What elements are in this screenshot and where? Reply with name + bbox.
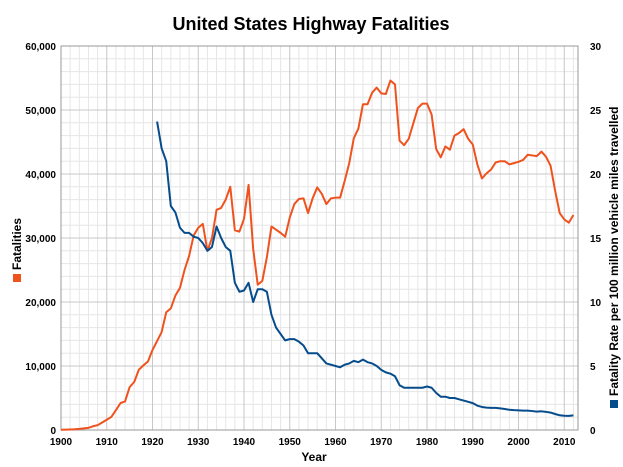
x-tick-label: 1990 bbox=[462, 437, 485, 448]
y-left-tick-label: 50,000 bbox=[25, 106, 56, 117]
fatality-rate-series-line bbox=[156, 121, 574, 417]
y-right-tick-label: 0 bbox=[590, 426, 596, 437]
x-tick-label: 2000 bbox=[507, 437, 530, 448]
x-tick-label: 2010 bbox=[553, 437, 576, 448]
y-left-tick-label: 40,000 bbox=[25, 170, 56, 181]
y-axis-left-label-group: Fatalities bbox=[10, 218, 24, 282]
x-tick-label: 1920 bbox=[141, 437, 164, 448]
y-right-tick-label: 15 bbox=[590, 234, 602, 245]
grid bbox=[60, 45, 578, 431]
y-left-tick-label: 20,000 bbox=[25, 298, 56, 309]
tick-labels: 1900 1910 1920 1930 1940 1950 1960 1970 1980 1990… bbox=[25, 42, 601, 448]
plot-area bbox=[60, 45, 579, 431]
y-left-tick-label: 10,000 bbox=[25, 362, 56, 373]
y-left-tick-label: 0 bbox=[50, 426, 56, 437]
y-left-tick-label: 30,000 bbox=[25, 234, 56, 245]
x-tick-label: 1980 bbox=[416, 437, 439, 448]
series-layer bbox=[60, 79, 575, 431]
x-tick-label: 1910 bbox=[96, 437, 119, 448]
y-right-tick-label: 20 bbox=[590, 170, 602, 181]
x-tick-label: 1970 bbox=[370, 437, 393, 448]
chart-title: United States Highway Fatalities bbox=[172, 14, 449, 34]
x-tick-label: 1940 bbox=[233, 437, 256, 448]
rate-legend-swatch bbox=[610, 400, 618, 408]
x-tick-label: 1950 bbox=[279, 437, 302, 448]
y-right-tick-label: 25 bbox=[590, 106, 602, 117]
fatalities-legend-swatch bbox=[13, 274, 21, 282]
x-axis-label: Year bbox=[301, 450, 327, 464]
y-axis-left-label: Fatalities bbox=[10, 218, 24, 270]
x-tick-label: 1930 bbox=[187, 437, 210, 448]
y-right-tick-label: 5 bbox=[590, 362, 596, 373]
fatalities-series-line bbox=[60, 79, 575, 431]
y-left-tick-label: 60,000 bbox=[25, 42, 56, 53]
y-right-tick-label: 30 bbox=[590, 42, 602, 53]
x-tick-label: 1960 bbox=[324, 437, 347, 448]
y-right-tick-label: 10 bbox=[590, 298, 602, 309]
y-axis-right-label: Fatality Rate per 100 million vehicle mi… bbox=[607, 107, 621, 396]
x-tick-label: 1900 bbox=[50, 437, 73, 448]
y-axis-right-label-group: Fatality Rate per 100 million vehicle mi… bbox=[607, 107, 621, 408]
